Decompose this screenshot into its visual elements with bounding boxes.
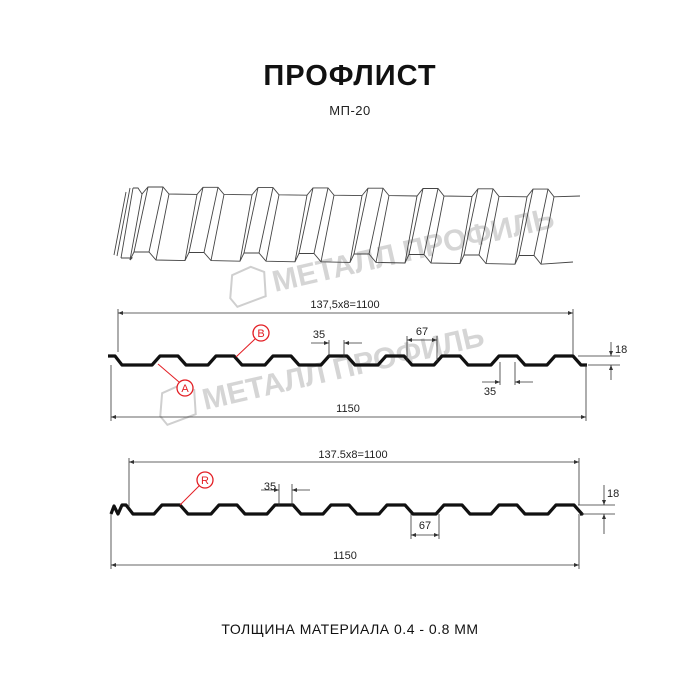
arrowhead [515,380,520,384]
material-thickness-note: ТОЛЩИНА МАТЕРИАЛА 0.4 - 0.8 ММ [221,621,479,637]
marker-a-label: A [181,383,189,395]
marker-a-leader [157,363,180,383]
arrowhead [602,514,606,519]
sheet-rib [239,187,280,262]
p1-width-dimension: 1150 [336,403,360,415]
arrowhead [432,338,437,342]
arrowhead [602,500,606,505]
sheet-rib [184,187,225,261]
marker-r-leader [179,485,200,506]
watermark-logo-icon [159,383,197,427]
marker-r [196,471,214,489]
arrowhead [344,341,349,345]
marker-b [252,324,270,342]
arrowhead [274,488,279,492]
profile-1-section [108,309,620,421]
sheet-rib [514,189,555,265]
p2-width-dimension: 1150 [333,550,357,562]
arrowhead [434,533,439,537]
arrowhead [609,351,613,356]
profile-2-section [109,458,615,569]
sheet-bottom-edge [121,251,574,265]
arrowhead [581,415,586,419]
sheet-rib [349,188,390,263]
arrowhead [609,365,613,370]
sheet-rib [294,187,335,262]
p2-gap-dimension: 67 [419,520,431,532]
sheet-rib [404,188,445,264]
arrowhead [568,311,573,315]
profile-outline [109,503,584,516]
p2-rib-top-dimension: 35 [264,481,276,493]
arrowhead [111,563,116,567]
p1-height-dimension: 18 [615,344,627,356]
arrowhead [574,563,579,567]
p2-pitch-dimension: 137.5x8=1100 [318,449,387,461]
model-subtitle: МП-20 [329,103,371,118]
arrowhead [407,338,412,342]
profile-outline [108,354,587,367]
p1-rib-top-dimension: 35 [313,329,325,341]
arrowhead [574,460,579,464]
p1-rib-bottom-dimension: 35 [484,386,496,398]
watermark-1: МЕТАЛЛ ПРОФИЛЬ [229,202,557,309]
sheet-edge [113,187,134,259]
arrowhead [129,460,134,464]
arrowhead [111,415,116,419]
watermark-logo-icon [229,265,267,309]
sheet-top-edge [133,186,581,198]
arrowhead [411,533,416,537]
sheet-3d-view [113,186,581,265]
p2-height-dimension: 18 [607,488,619,500]
marker-r-label: R [201,475,209,487]
marker-a [176,379,194,397]
marker-b-leader [235,338,256,358]
arrowhead [324,341,329,345]
arrowhead [495,380,500,384]
arrowhead [292,488,297,492]
p1-gap-dimension: 67 [416,326,428,338]
sheet-rib [129,186,170,261]
marker-b-label: B [257,328,264,340]
p1-pitch-dimension: 137,5x8=1100 [310,299,379,311]
page-title: ПРОФЛИСТ [263,60,437,92]
arrowhead [118,311,123,315]
sheet-rib [459,188,500,264]
